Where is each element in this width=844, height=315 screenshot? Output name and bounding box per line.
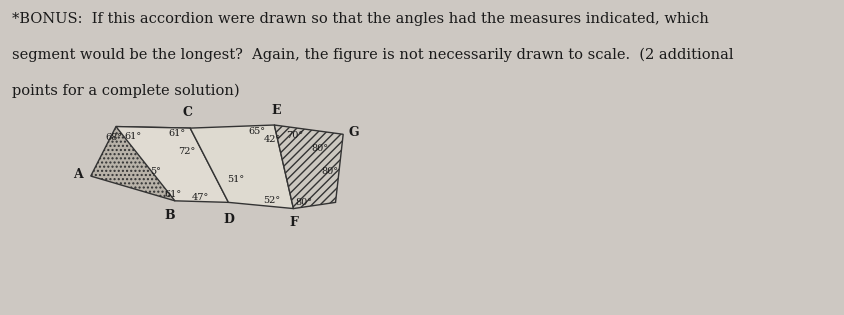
Text: 80°: 80°: [311, 144, 328, 153]
Text: 80°: 80°: [322, 167, 338, 176]
Text: 61°: 61°: [164, 190, 181, 199]
Text: 61°: 61°: [124, 132, 141, 141]
Polygon shape: [190, 125, 293, 209]
Text: 61°: 61°: [169, 129, 186, 138]
Text: E: E: [272, 104, 281, 117]
Text: G: G: [348, 126, 359, 139]
Text: 5°: 5°: [150, 167, 161, 176]
Polygon shape: [116, 127, 228, 202]
Text: 47°: 47°: [192, 192, 208, 202]
Polygon shape: [90, 127, 190, 201]
Text: 72°: 72°: [177, 147, 195, 156]
Text: 65°: 65°: [248, 127, 265, 136]
Text: A: A: [73, 168, 83, 181]
Text: segment would be the longest?  Again, the figure is not necessarily drawn to sca: segment would be the longest? Again, the…: [12, 48, 733, 62]
Text: B: B: [164, 209, 175, 221]
Text: points for a complete solution): points for a complete solution): [12, 83, 240, 98]
Text: 51°: 51°: [227, 175, 245, 184]
Text: 68°: 68°: [105, 133, 122, 142]
Text: *BONUS:  If this accordion were drawn so that the angles had the measures indica: *BONUS: If this accordion were drawn so …: [12, 12, 708, 26]
Text: D: D: [223, 213, 234, 226]
Polygon shape: [274, 125, 343, 209]
Text: 80°: 80°: [295, 198, 311, 207]
Text: 42°: 42°: [263, 135, 280, 144]
Text: C: C: [182, 106, 192, 119]
Text: F: F: [289, 216, 298, 229]
Text: 70°: 70°: [286, 131, 303, 140]
Text: 52°: 52°: [263, 196, 280, 205]
